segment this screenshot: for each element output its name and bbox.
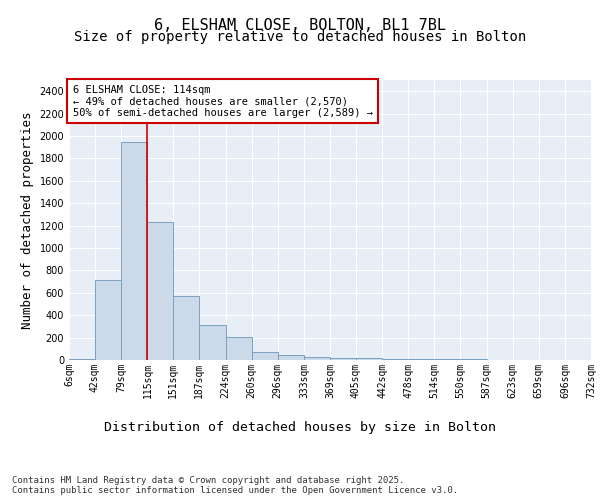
Bar — [251, 352, 278, 360]
Bar — [199, 326, 226, 360]
Bar — [409, 359, 434, 360]
Y-axis label: Number of detached properties: Number of detached properties — [21, 112, 34, 329]
Text: 6, ELSHAM CLOSE, BOLTON, BL1 7BL: 6, ELSHAM CLOSE, BOLTON, BL1 7BL — [154, 18, 446, 32]
Bar — [356, 358, 382, 360]
Bar — [121, 142, 148, 360]
Bar — [226, 337, 251, 360]
Bar — [304, 356, 330, 360]
Text: Contains HM Land Registry data © Crown copyright and database right 2025.
Contai: Contains HM Land Registry data © Crown c… — [12, 476, 458, 495]
Bar — [95, 280, 121, 360]
Text: Distribution of detached houses by size in Bolton: Distribution of detached houses by size … — [104, 421, 496, 434]
Text: 6 ELSHAM CLOSE: 114sqm
← 49% of detached houses are smaller (2,570)
50% of semi-: 6 ELSHAM CLOSE: 114sqm ← 49% of detached… — [73, 84, 373, 118]
Bar — [148, 222, 173, 360]
Bar — [278, 355, 304, 360]
Bar — [382, 359, 409, 360]
Bar — [173, 296, 199, 360]
Text: Size of property relative to detached houses in Bolton: Size of property relative to detached ho… — [74, 30, 526, 44]
Bar — [330, 358, 356, 360]
